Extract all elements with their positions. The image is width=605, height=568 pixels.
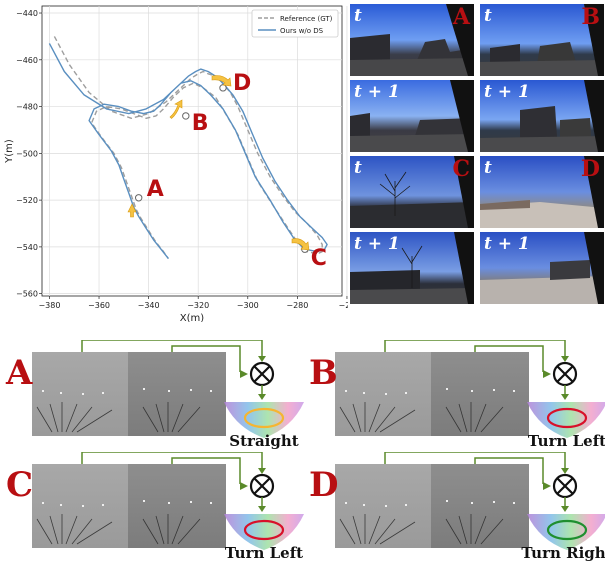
point-label-d: D — [233, 71, 251, 96]
legend-ours: Ours w/o DS — [280, 27, 324, 35]
arrow-icon-c — [291, 238, 310, 251]
panel-letter: B — [309, 353, 338, 393]
gradient-map-t — [335, 352, 433, 436]
flow-fan-icon — [527, 514, 605, 550]
gradient-map-t1 — [128, 352, 226, 436]
photo-a-t1-label: t + 1 — [354, 82, 400, 102]
connector-lines — [81, 340, 275, 400]
y-tick-label: −560 — [16, 290, 38, 299]
x-tick-label: −340 — [138, 301, 160, 310]
panel-letter: C — [6, 465, 34, 505]
plot-grid — [42, 6, 348, 296]
snow-icon — [480, 156, 604, 228]
series-ours-line — [48, 43, 328, 260]
photo-b-t: t B — [480, 4, 604, 76]
arrow-icon-a — [127, 203, 137, 218]
photo-b-t1: t + 1 — [480, 80, 604, 152]
y-tick-label: −500 — [16, 149, 38, 158]
point-label-c: C — [311, 246, 327, 271]
photo-d-t1: t + 1 — [480, 232, 604, 304]
y-tick-label: −520 — [16, 196, 38, 205]
gradient-map-t1 — [128, 464, 226, 548]
tree-icon — [350, 156, 474, 228]
connector-lines — [384, 340, 578, 400]
photo-c-letter: C — [452, 156, 470, 182]
point-marker-d — [219, 84, 227, 92]
photo-c-t: t C — [350, 156, 474, 228]
x-tick-label: −320 — [187, 301, 209, 310]
y-tick-label: −460 — [16, 56, 38, 65]
point-marker-b — [182, 112, 190, 120]
photo-d-t1-label: t + 1 — [484, 234, 530, 254]
photo-b-letter: B — [581, 4, 600, 30]
building-icon — [480, 4, 604, 76]
flow-fan-icon — [224, 402, 304, 438]
gradient-map-t1 — [431, 352, 529, 436]
plot-axes-frame — [41, 5, 343, 297]
y-tick-label: −540 — [16, 243, 38, 252]
correlation-panel-b: B Turn Left — [303, 340, 605, 452]
motion-caption: Turn Left — [224, 544, 304, 562]
flow-fan-icon — [527, 402, 605, 438]
tree-icon — [350, 232, 474, 304]
y-tick-label: −480 — [16, 103, 38, 112]
trajectory-plot: −380 −360 −340 −320 −300 −280 −26 −440 −460 −480… — [4, 5, 348, 322]
building-icon — [480, 80, 604, 152]
gradient-map-t — [32, 352, 130, 436]
building-icon — [350, 4, 474, 76]
y-axis-label: Y(m) — [4, 139, 15, 164]
correlation-panel-c: C Turn Left — [0, 452, 304, 564]
point-label-a: A — [147, 177, 164, 202]
y-tick-label: −440 — [16, 9, 38, 18]
x-tick-label: −300 — [237, 301, 259, 310]
flow-fan-icon — [224, 514, 304, 550]
gradient-map-t1 — [431, 464, 529, 548]
building-icon — [350, 80, 474, 152]
motion-arrows — [127, 75, 310, 251]
arrow-icon-d — [211, 75, 232, 87]
x-axis-label: X(m) — [180, 313, 204, 322]
x-tick-label: −26 — [339, 301, 348, 310]
panel-letter: A — [6, 353, 33, 393]
photo-d-letter: D — [580, 156, 600, 182]
photo-a-letter: A — [452, 4, 470, 30]
x-tick-label: −280 — [286, 301, 308, 310]
correlation-panel-d: D Turn Right — [303, 452, 605, 564]
photo-b-t1-label: t + 1 — [484, 82, 530, 102]
point-markers: A B C D — [134, 71, 327, 271]
connector-lines — [81, 452, 275, 512]
photo-c-t1-label: t + 1 — [354, 234, 400, 254]
x-tick-labels: −380 −360 −340 −320 −300 −280 −26 — [38, 296, 348, 310]
photo-d-t: t D — [480, 156, 604, 228]
photo-b-t-label: t — [484, 6, 492, 26]
photo-a-t-label: t — [354, 6, 362, 26]
gradient-map-t — [335, 464, 433, 548]
photo-d-t-label: t — [484, 158, 492, 178]
point-marker-a — [134, 194, 143, 202]
motion-caption: Straight — [229, 432, 299, 450]
x-tick-label: −360 — [88, 301, 110, 310]
connector-lines — [384, 452, 578, 512]
photo-a-t1: t + 1 — [350, 80, 474, 152]
panel-letter: D — [309, 465, 339, 505]
snow-icon — [480, 232, 604, 304]
x-tick-label: −380 — [38, 301, 60, 310]
y-tick-labels: −440 −460 −480 −500 −520 −540 −560 — [16, 9, 42, 299]
correlation-panel-a: A Straight — [0, 340, 304, 452]
arrow-icon-b — [169, 99, 183, 119]
photo-c-t1: t + 1 — [350, 232, 474, 304]
point-label-b: B — [192, 111, 209, 136]
legend-reference: Reference (GT) — [280, 15, 333, 23]
plot-legend: Reference (GT) Ours w/o DS — [251, 9, 339, 38]
motion-caption: Turn Right — [521, 544, 605, 562]
motion-caption: Turn Left — [527, 432, 605, 450]
series-lines — [48, 36, 328, 260]
photo-c-t-label: t — [354, 158, 362, 178]
photo-a-t: t A — [350, 4, 474, 76]
gradient-map-t — [32, 464, 130, 548]
